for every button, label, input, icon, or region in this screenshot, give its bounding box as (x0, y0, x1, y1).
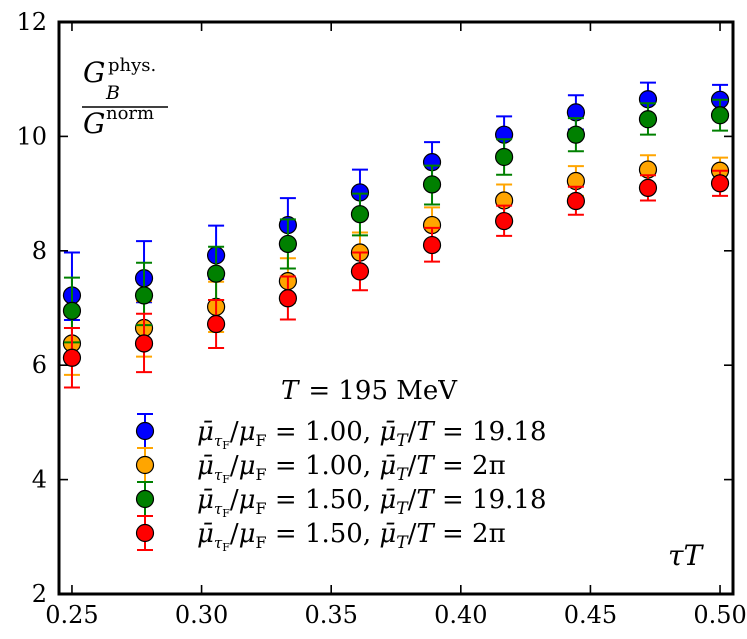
legend-marker (135, 421, 155, 441)
data-point (638, 110, 658, 129)
y-tick-label: 8 (32, 237, 47, 265)
data-point (422, 235, 442, 255)
x-tick-label: 0.50 (693, 601, 746, 629)
data-point (62, 301, 82, 320)
data-point (638, 178, 658, 197)
data-marks (62, 81, 730, 389)
legend-title: T = 195 MeV (281, 376, 458, 406)
legend-entry: μ̄τF/μF = 1.50, μ̄T/T = 19.18 (135, 481, 546, 520)
y-tick-label: 12 (16, 8, 47, 36)
data-point (422, 175, 442, 194)
legend-entry: μ̄τF/μF = 1.00, μ̄T/T = 19.18 (135, 413, 546, 452)
legend-entry: μ̄τF/μF = 1.00, μ̄T/T = 2π (135, 447, 506, 486)
y-axis-label: G B phys. G norm (82, 55, 168, 140)
data-point (710, 106, 730, 125)
series-2 (62, 98, 730, 344)
x-tick-label: 0.25 (45, 601, 98, 629)
legend-label: μ̄τF/μF = 1.50, μ̄T/T = 19.18 (197, 485, 546, 520)
legend-entry: μ̄τF/μF = 1.50, μ̄T/T = 2π (135, 515, 506, 554)
svg-text:G: G (83, 56, 105, 89)
data-point (134, 286, 154, 305)
y-tick-label: 4 (32, 466, 47, 494)
data-point (206, 264, 226, 283)
svg-text:G: G (83, 107, 105, 140)
data-point (278, 289, 298, 308)
x-tick-label: 0.35 (304, 601, 357, 629)
y-tick-label: 2 (32, 580, 47, 608)
axis-ticks (59, 21, 733, 595)
axis-tick-labels: 0.25 0.30 0.35 0.40 0.45 0.50 2 4 6 8 10 12 (16, 8, 746, 629)
plot-area (57, 20, 735, 596)
data-point (134, 334, 154, 353)
data-point (494, 211, 514, 231)
data-point (710, 174, 730, 193)
x-axis-label: τT (668, 539, 704, 572)
data-point (566, 191, 586, 211)
data-point (494, 147, 514, 167)
y-tick-label: 6 (32, 351, 47, 379)
legend: T = 195 MeV μ̄τF/μF = 1.00, μ̄T/T = 19.18… (135, 376, 546, 554)
legend-marker (135, 455, 155, 475)
data-point (278, 234, 298, 254)
y-tick-label: 10 (16, 122, 47, 150)
data-point (350, 205, 370, 224)
legend-marker (135, 523, 155, 543)
legend-label: μ̄τF/μF = 1.00, μ̄T/T = 19.18 (197, 417, 546, 452)
svg-text:B: B (105, 82, 120, 104)
data-point (350, 262, 370, 281)
svg-text:norm: norm (106, 103, 154, 124)
legend-label: μ̄τF/μF = 1.00, μ̄T/T = 2π (197, 451, 506, 486)
x-tick-label: 0.45 (564, 601, 617, 629)
legend-marker (135, 489, 155, 509)
x-tick-label: 0.30 (175, 601, 228, 629)
x-tick-label: 0.40 (434, 601, 487, 629)
data-point (566, 125, 586, 144)
series-1 (62, 154, 730, 376)
series-0 (62, 81, 730, 322)
legend-label: μ̄τF/μF = 1.50, μ̄T/T = 2π (197, 519, 506, 554)
svg-text:phys.: phys. (108, 55, 156, 76)
series-3 (62, 169, 730, 389)
data-point (206, 314, 226, 334)
data-point (62, 348, 82, 367)
